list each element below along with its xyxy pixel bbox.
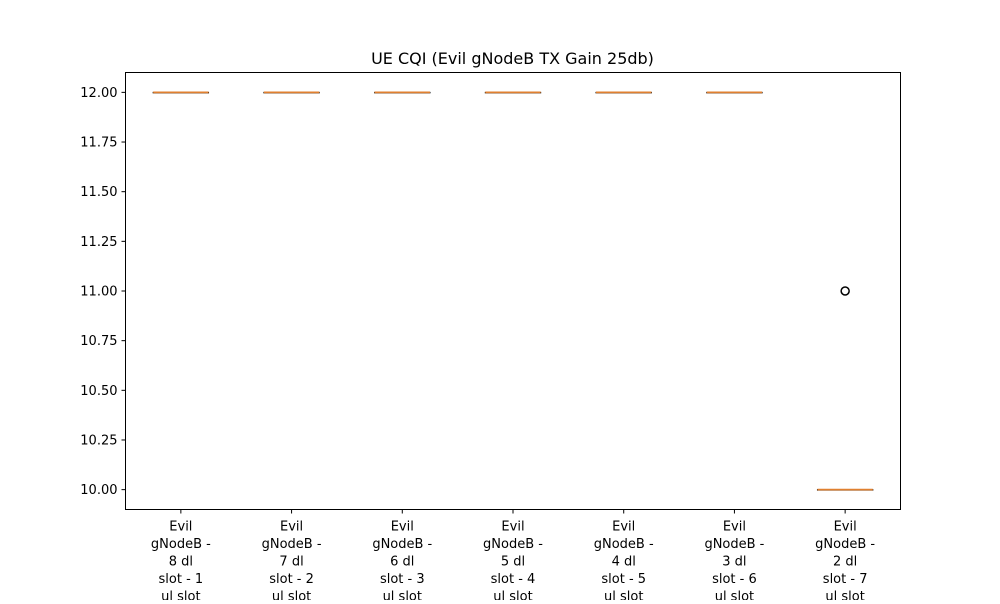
- box-group: [484, 91, 542, 94]
- chart-title: UE CQI (Evil gNodeB TX Gain 25db): [371, 49, 654, 68]
- boxes-layer: [152, 91, 874, 491]
- x-tick-label-line: Evil: [169, 520, 192, 535]
- x-tick-label-line: slot - 6: [712, 572, 757, 587]
- x-tick-label-line: gNodeB -: [815, 537, 875, 552]
- x-tick-label-line: Evil: [501, 520, 524, 535]
- x-tick-label-line: slot - 1: [159, 572, 204, 587]
- box-group: [816, 286, 874, 491]
- y-axis: 10.00 10.25 10.50 10.75 11.00 11.25 11.50 11.75…: [80, 86, 126, 498]
- x-tick-label-line: gNodeB -: [262, 537, 322, 552]
- y-tick-label: 11.50: [80, 185, 117, 200]
- x-tick-label-line: ul slot: [272, 590, 311, 601]
- x-tick-label-line: ul slot: [493, 590, 532, 601]
- x-tick-label-line: gNodeB -: [151, 537, 211, 552]
- x-tick-label-line: Evil: [391, 520, 414, 535]
- x-tick-label-line: Evil: [723, 520, 746, 535]
- x-tick-label-line: slot - 3: [380, 572, 425, 587]
- y-tick-label: 11.75: [80, 136, 117, 151]
- x-tick-label-line: 7 dl: [279, 555, 303, 570]
- x-tick-label-line: slot - 7: [823, 572, 868, 587]
- y-tick-label: 10.50: [80, 384, 117, 399]
- y-tick-label: 10.75: [80, 334, 117, 349]
- x-tick-label-line: 6 dl: [390, 555, 414, 570]
- box-group: [263, 91, 320, 94]
- x-tick-label: Evil gNodeB - 3 dl slot - 6 ul slot: [704, 520, 764, 601]
- x-tick-label-line: Evil: [280, 520, 303, 535]
- y-tick-label: 10.25: [80, 433, 117, 448]
- x-tick-label-line: ul slot: [604, 590, 643, 601]
- x-tick-label-line: slot - 4: [491, 572, 536, 587]
- outlier-point: [840, 286, 850, 296]
- y-tick-label: 11.25: [80, 235, 117, 250]
- box-group: [706, 91, 763, 94]
- box-group: [595, 91, 652, 94]
- y-tick-label: 10.00: [80, 483, 117, 498]
- box-group: [374, 91, 431, 94]
- x-tick-label-line: gNodeB -: [372, 537, 432, 552]
- x-tick-label-line: gNodeB -: [483, 537, 543, 552]
- x-axis: Evil gNodeB - 8 dl slot - 1 ul slot Evil gNode…: [151, 509, 875, 604]
- x-tick-label-line: gNodeB -: [704, 537, 764, 552]
- x-tick-label: Evil gNodeB - 6 dl slot - 3 ul slot: [372, 520, 432, 601]
- x-tick-label-line: ul slot: [825, 590, 864, 601]
- x-tick-label-line: slot - 2: [269, 572, 314, 587]
- x-tick-label: Evil gNodeB - 5 dl slot - 4 ul slot: [483, 520, 543, 601]
- box-group: [152, 91, 210, 94]
- x-tick-label-line: gNodeB -: [594, 537, 654, 552]
- x-tick-label-line: 2 dl: [833, 555, 857, 570]
- x-tick-label: Evil gNodeB - 2 dl slot - 7 ul slot: [815, 520, 875, 601]
- plot-area-frame: [125, 72, 901, 510]
- y-tick-label: 12.00: [80, 86, 117, 101]
- x-tick-label-line: ul slot: [161, 590, 200, 601]
- x-tick-label: Evil gNodeB - 8 dl slot - 1 ul slot: [151, 520, 211, 601]
- x-tick-label-line: 3 dl: [722, 555, 746, 570]
- x-tick-label-line: 4 dl: [612, 555, 636, 570]
- x-tick-label: Evil gNodeB - 4 dl slot - 5 ul slot: [594, 520, 654, 601]
- x-tick-label-line: slot - 5: [601, 572, 646, 587]
- x-tick-label-line: ul slot: [715, 590, 754, 601]
- x-tick-label-line: Evil: [612, 520, 635, 535]
- x-tick-label-line: 5 dl: [501, 555, 525, 570]
- x-tick-label-line: ul slot: [383, 590, 422, 601]
- x-tick-label-line: 8 dl: [169, 555, 193, 570]
- x-tick-label: Evil gNodeB - 7 dl slot - 2 ul slot: [262, 520, 322, 601]
- y-tick-label: 11.00: [80, 285, 117, 300]
- x-tick-label-line: Evil: [834, 520, 857, 535]
